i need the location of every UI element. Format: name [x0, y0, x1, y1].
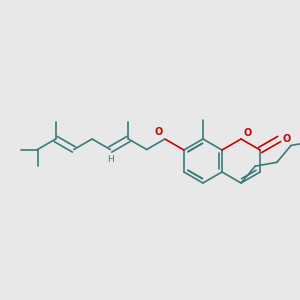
Text: O: O: [154, 127, 163, 137]
Text: O: O: [282, 134, 290, 144]
Text: O: O: [243, 128, 251, 138]
Text: H: H: [107, 155, 114, 164]
